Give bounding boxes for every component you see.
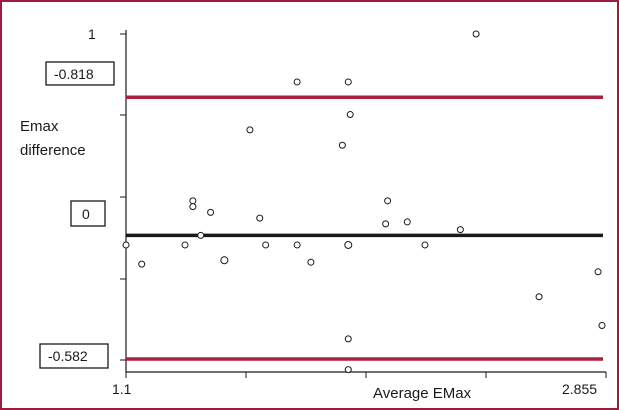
data-points	[122, 30, 606, 374]
data-point	[307, 258, 315, 266]
data-point	[246, 126, 254, 134]
mean-label-box: 0	[70, 200, 106, 227]
data-point	[382, 220, 390, 228]
data-point	[384, 197, 392, 205]
upper-limit-label-box: -0.818	[45, 61, 115, 86]
data-point	[293, 78, 301, 86]
data-point	[256, 214, 264, 222]
data-point	[403, 218, 411, 226]
data-point	[344, 366, 352, 374]
data-point	[189, 197, 197, 205]
x-ticks	[125, 372, 607, 378]
data-point	[138, 260, 146, 268]
lower-limit-label: -0.582	[48, 348, 88, 364]
data-point	[472, 30, 480, 38]
data-point	[594, 268, 602, 276]
upper-limit-box	[45, 61, 115, 86]
data-point	[598, 321, 606, 329]
data-point	[122, 241, 130, 249]
data-point	[344, 335, 352, 343]
lower-limit-label-box: -0.582	[39, 343, 109, 369]
x-tick-label-max: 2.855	[562, 381, 597, 397]
data-point	[207, 208, 215, 216]
data-point	[344, 240, 353, 249]
x-axis-label: Average EMax	[373, 385, 472, 402]
data-point	[220, 256, 229, 265]
y-axis-label-line-1: Emax	[20, 118, 59, 135]
mean-box	[70, 200, 106, 227]
data-point	[293, 241, 301, 249]
data-point	[344, 78, 352, 86]
y-tick-label-top: 1	[88, 26, 96, 42]
data-point	[456, 226, 464, 234]
mean-label: 0	[82, 206, 90, 222]
data-point	[189, 203, 197, 211]
data-point	[197, 231, 205, 239]
data-point	[338, 141, 346, 149]
y-ticks	[120, 33, 126, 361]
data-point	[262, 241, 270, 249]
data-point	[181, 241, 189, 249]
upper-limit-label: -0.818	[54, 66, 94, 82]
x-tick-label-min: 1.1	[112, 381, 132, 397]
lower-limit-box	[39, 343, 109, 369]
y-axis-label-line-2: difference	[20, 142, 86, 159]
data-point	[421, 241, 429, 249]
data-point	[535, 293, 543, 301]
data-point	[346, 111, 354, 119]
